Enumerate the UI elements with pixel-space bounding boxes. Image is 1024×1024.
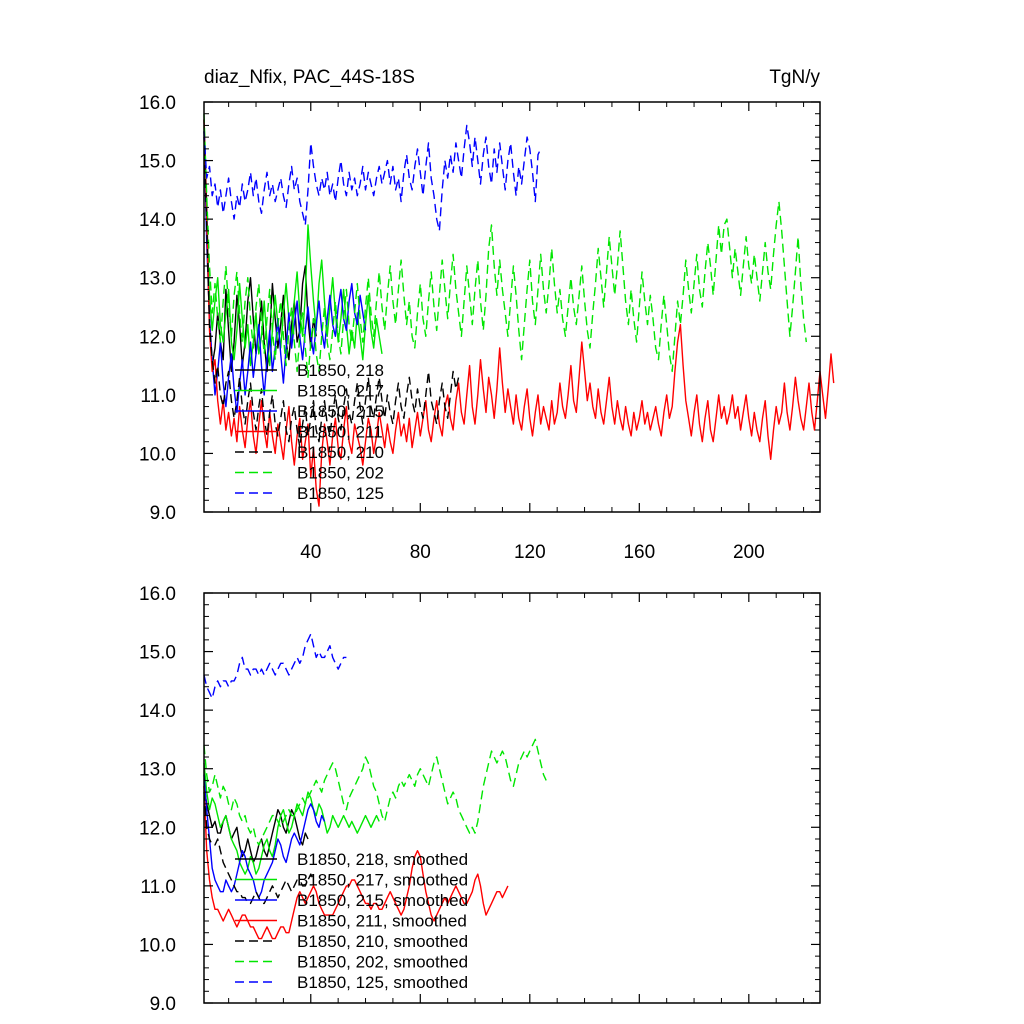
top-panel: diaz_Nfix, PAC_44S-18S TgN/y B1850, 218 B… xyxy=(139,67,835,563)
top-xtick-label-1: 80 xyxy=(410,542,431,563)
bottom-ytick-label-4: 13.0 xyxy=(139,760,176,781)
bottom-ytick-label-1: 10.0 xyxy=(139,935,176,956)
top-legend-label-6: B1850, 125 xyxy=(297,484,384,503)
bottom-series-line-3 xyxy=(203,786,509,940)
bottom-plot-frame xyxy=(203,592,821,1004)
bottom-legend-label-2: B1850, 215, smoothed xyxy=(297,891,468,910)
top-ytick-label-4: 13.0 xyxy=(139,269,176,290)
bottom-ytick-label-3: 12.0 xyxy=(139,818,176,839)
bottom-ytick-label-0: 9.0 xyxy=(150,994,176,1015)
bottom-legend-label-5: B1850, 202, smoothed xyxy=(297,953,468,972)
top-legend-label-4: B1850, 210 xyxy=(297,443,384,462)
top-ytick-label-6: 15.0 xyxy=(139,152,176,173)
top-legend-label-5: B1850, 202 xyxy=(297,464,384,483)
top-plot-frame xyxy=(203,101,821,513)
top-series-line-4 xyxy=(203,137,460,449)
bottom-ytick-label-2: 11.0 xyxy=(140,877,176,898)
top-legend-label-3: B1850, 211 xyxy=(297,423,383,442)
bottom-legend-label-1: B1850, 217, smoothed xyxy=(297,871,468,890)
top-series-line-0 xyxy=(203,119,317,373)
top-ytick-label-1: 10.0 xyxy=(139,444,176,465)
top-ytick-label-2: 11.0 xyxy=(140,386,176,407)
top-ytick-label-3: 12.0 xyxy=(139,327,176,348)
top-series-line-5 xyxy=(203,113,807,378)
bottom-series-line-4 xyxy=(203,792,315,905)
top-legend-label-2: B1850, 215 xyxy=(297,402,384,421)
top-series-line-2 xyxy=(203,131,367,414)
top-xtick-label-4: 200 xyxy=(733,542,765,563)
bottom-series-line-6 xyxy=(203,633,347,700)
top-legend-label-0: B1850, 218 xyxy=(297,361,384,380)
bottom-legend-label-0: B1850, 218, smoothed xyxy=(297,850,468,869)
bottom-legend-label-3: B1850, 211, smoothed xyxy=(297,912,467,931)
bottom-ytick-label-6: 15.0 xyxy=(139,643,176,664)
bottom-series-line-5 xyxy=(203,738,547,846)
bottom-panel: B1850, 218, smoothed B1850, 217, smoothed… xyxy=(139,584,821,1015)
bottom-legend-label-6: B1850, 125, smoothed xyxy=(297,973,468,992)
top-ytick-label-7: 16.0 xyxy=(139,93,176,114)
bottom-series-line-1 xyxy=(203,762,380,875)
bottom-ytick-label-7: 16.0 xyxy=(139,584,176,605)
top-xtick-label-2: 120 xyxy=(514,542,546,563)
bottom-ytick-label-5: 14.0 xyxy=(139,701,176,722)
top-panel-title: diaz_Nfix, PAC_44S-18S xyxy=(204,67,415,88)
bottom-legend-label-4: B1850, 210, smoothed xyxy=(297,932,468,951)
top-xtick-label-0: 40 xyxy=(300,542,321,563)
top-panel-units: TgN/y xyxy=(769,67,820,88)
top-series-line-3 xyxy=(203,119,835,507)
top-ytick-label-5: 14.0 xyxy=(139,210,176,231)
top-xtick-label-3: 160 xyxy=(623,542,655,563)
top-legend-label-1: B1850, 217 xyxy=(297,382,384,401)
top-ytick-label-0: 9.0 xyxy=(150,503,176,524)
